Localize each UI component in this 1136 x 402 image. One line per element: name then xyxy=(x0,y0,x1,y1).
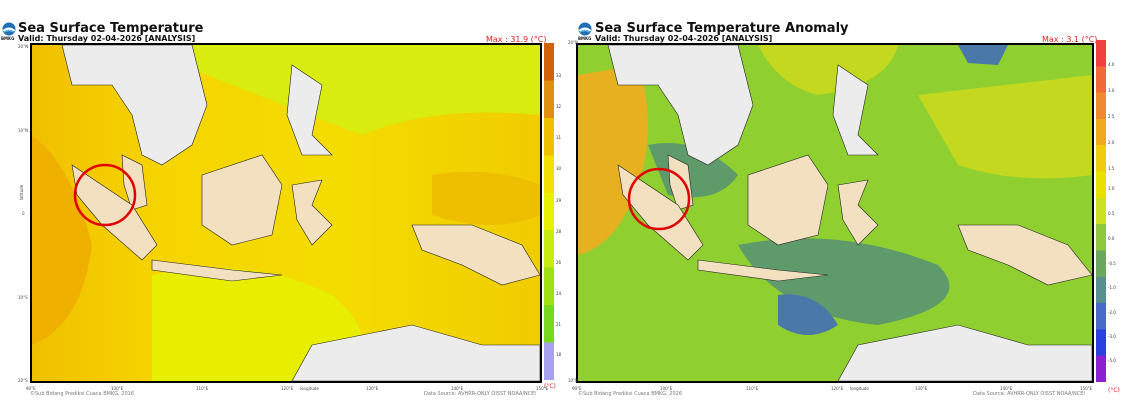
ssta-map[interactable] xyxy=(576,43,1094,383)
cbar-tick: 2.5 xyxy=(1108,114,1115,119)
ssta-panel: BMKG Sea Surface Temperature Anomaly Val… xyxy=(568,0,1136,402)
cbar-tick: 21 xyxy=(556,322,562,327)
land-indochina xyxy=(607,45,754,166)
lon-label: 130°E xyxy=(366,386,379,391)
warm-pool-west xyxy=(32,135,92,345)
lon-label: 110°E xyxy=(196,386,209,391)
land-philippines xyxy=(286,64,333,156)
bmkg-logo-icon xyxy=(578,22,592,36)
lon-label: 100°E xyxy=(111,386,124,391)
land-papua xyxy=(957,224,1092,286)
land-malay xyxy=(667,154,694,211)
bmkg-logo-text: BMKG xyxy=(1,36,15,41)
sst-map[interactable] xyxy=(30,43,542,383)
cbar-tick: 30 xyxy=(556,166,562,171)
land-sumatra xyxy=(617,164,704,261)
lon-label: 120°E xyxy=(281,386,294,391)
cbar-tick: -0.5 xyxy=(1108,261,1116,266)
x-axis-label: longitude xyxy=(850,386,869,391)
cbar-tick: 4.0 xyxy=(1108,62,1115,67)
cbar-tick: -1.0 xyxy=(1108,285,1116,290)
lon-label: 120°E xyxy=(831,386,844,391)
highlight-circle xyxy=(73,163,137,227)
cool-band-north xyxy=(182,45,540,135)
ssta-colorbar xyxy=(1096,40,1106,382)
map-title: Sea Surface Temperature Anomaly xyxy=(595,21,849,36)
highlight-circle xyxy=(627,167,691,231)
land-java xyxy=(697,259,829,282)
lat-label: 20°N xyxy=(18,44,29,49)
valid-date: Valid: Thursday 02-04-2026 [ANALYSIS] xyxy=(18,34,196,43)
warm-anomaly-west xyxy=(578,65,648,255)
bmkg-logo-text: BMKG xyxy=(578,36,592,41)
lat-label: 10°S xyxy=(18,295,28,300)
lon-label: 140°E xyxy=(451,386,464,391)
cbar-tick: 1.5 xyxy=(1108,166,1115,171)
sst-colorbar xyxy=(544,43,554,380)
cbar-unit: (°C) xyxy=(544,383,556,390)
lon-label: 140°E xyxy=(1000,386,1013,391)
x-axis-label: longitude xyxy=(300,386,319,391)
land-sulawesi xyxy=(837,179,879,246)
cbar-tick: 29 xyxy=(556,198,562,203)
land-borneo xyxy=(201,154,283,246)
cool-anomaly-central xyxy=(738,238,950,325)
land-malay xyxy=(121,154,148,211)
land-australia xyxy=(837,324,1092,381)
sst-panel: BMKG Sea Surface Temperature Valid: Thur… xyxy=(1,21,562,397)
footer-source: Data Source: AVHRR-ONLY OISST NOAA/NCEI xyxy=(424,391,536,397)
cbar-tick: -3.0 xyxy=(1108,334,1116,339)
land-sulawesi xyxy=(291,179,333,246)
bmkg-logo-icon xyxy=(2,22,16,36)
lat-label: 20°S xyxy=(18,378,28,383)
cool-anomaly-south xyxy=(778,294,838,335)
land-philippines xyxy=(832,64,879,156)
cbar-tick: 28 xyxy=(556,229,562,234)
cbar-tick: 31 xyxy=(556,135,562,140)
lon-label: 150°E xyxy=(536,386,549,391)
cbar-tick: 24 xyxy=(556,291,562,296)
footer-source: Data Source: AVHRR-ONLY OISST NOAA/NCEI xyxy=(973,391,1085,397)
warm-band-east xyxy=(432,171,540,225)
warm-anomaly-east xyxy=(918,75,1092,179)
cool-anomaly-ne xyxy=(958,45,1008,65)
cbar-tick: 0.5 xyxy=(1108,211,1115,216)
cbar-tick: 32 xyxy=(556,104,562,109)
max-value: Max : 31.9 (°C) xyxy=(486,35,547,44)
lat-label: 10°N xyxy=(18,128,29,133)
land-sumatra xyxy=(71,164,158,261)
lon-label: 100°E xyxy=(660,386,673,391)
cbar-tick: 26 xyxy=(556,260,562,265)
lon-label: 90°E xyxy=(26,386,36,391)
max-value: Max : 3.1 (°C) xyxy=(1042,35,1098,44)
cbar-tick: 3.0 xyxy=(1108,88,1115,93)
lon-label: 150°E xyxy=(1080,386,1093,391)
lat-label: 20°N xyxy=(568,40,579,45)
land-australia xyxy=(291,324,540,381)
cbar-tick: 2.0 xyxy=(1108,140,1115,145)
land-papua xyxy=(411,224,540,286)
cbar-tick: 33 xyxy=(556,73,562,78)
cbar-unit: (°C) xyxy=(1108,387,1120,394)
lon-label: 130°E xyxy=(915,386,928,391)
lat-label: 0 xyxy=(22,211,25,216)
lon-label: 90°E xyxy=(572,386,582,391)
cbar-tick: 0.0 xyxy=(1108,236,1115,241)
footer-credit: ©Sub Bidang Prediksi Cuaca BMKG, 2026 xyxy=(578,391,683,397)
land-borneo xyxy=(747,154,829,246)
valid-date: Valid: Thursday 02-04-2026 [ANALYSIS] xyxy=(595,34,773,43)
cbar-tick: -5.0 xyxy=(1108,358,1116,363)
cbar-tick: -2.0 xyxy=(1108,310,1116,315)
land-java xyxy=(151,259,283,282)
cbar-tick: 1.0 xyxy=(1108,186,1115,191)
map-title: Sea Surface Temperature xyxy=(18,21,204,36)
footer-credit: ©Sub Bidang Prediksi Cuaca BMKG, 2016 xyxy=(30,391,135,397)
y-axis-label: latitude xyxy=(19,184,25,201)
land-indochina xyxy=(61,45,208,166)
cbar-tick: 18 xyxy=(556,352,562,357)
lat-label: 10°N xyxy=(568,378,579,383)
lon-label: 110°E xyxy=(746,386,759,391)
